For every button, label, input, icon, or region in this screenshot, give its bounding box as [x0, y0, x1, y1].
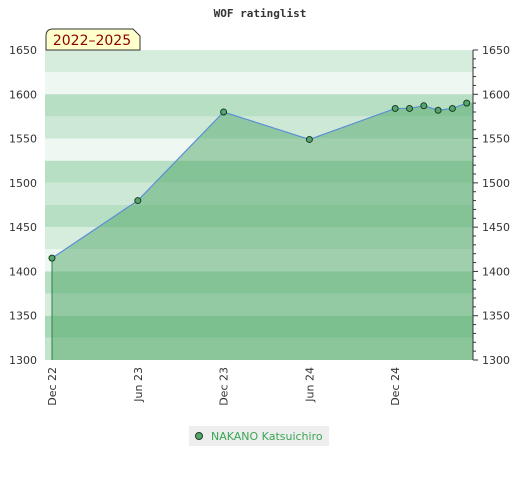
- y-tick-label-right: 1300: [482, 354, 510, 367]
- y-tick-label-right: 1500: [482, 177, 510, 190]
- background-band: [45, 94, 473, 117]
- rating-area: [52, 103, 473, 361]
- y-axis-left: 1300 1350 1400 1450 1500 1550 1600 1650: [9, 44, 37, 367]
- data-point: [406, 104, 413, 112]
- background-band: [45, 50, 473, 73]
- period-label-box: [45, 28, 141, 51]
- data-point: [134, 197, 142, 205]
- x-tick-label: Jun 24: [303, 367, 316, 403]
- x-axis: Dec 22 Jun 23 Dec 23 Jun 24 Dec 24: [46, 367, 402, 406]
- rating-line: [51, 102, 467, 259]
- period-label-text: 2022–2025: [53, 33, 131, 49]
- right-axis-minor-ticks: [473, 49, 478, 361]
- legend-label: NAKANO Katsuichiro: [211, 429, 323, 443]
- y-tick-label-left: 1300: [9, 354, 37, 367]
- y-tick-label-right: 1550: [482, 133, 510, 146]
- legend: NAKANO Katsuichiro: [189, 426, 329, 446]
- y-tick-label-left: 1400: [9, 265, 37, 278]
- x-tick-label: Jun 23: [132, 367, 145, 403]
- x-tick-label: Dec 22: [46, 367, 59, 406]
- data-point: [305, 135, 313, 143]
- y-tick-label-right: 1400: [482, 265, 510, 278]
- y-tick-label-right: 1350: [482, 310, 510, 323]
- y-tick-label-left: 1500: [9, 177, 37, 190]
- y-tick-label-right: 1650: [482, 44, 510, 57]
- data-point: [391, 104, 399, 112]
- data-points: [48, 99, 471, 262]
- y-tick-label-right: 1600: [482, 88, 510, 101]
- legend-marker: [195, 432, 203, 440]
- chart-title: WOF ratinglist: [214, 7, 307, 20]
- y-tick-label-left: 1650: [9, 44, 37, 57]
- period-label: 2022–2025: [45, 28, 141, 51]
- data-point: [434, 106, 442, 114]
- data-point: [448, 104, 456, 112]
- data-point: [463, 99, 471, 107]
- y-tick-label-left: 1450: [9, 221, 37, 234]
- x-tick-label: Dec 23: [218, 367, 231, 406]
- y-axis-right: 1300 1350 1400 1450 1500 1550 1600 1650: [482, 44, 510, 367]
- data-point: [220, 108, 228, 116]
- x-tick-label: Dec 24: [389, 367, 402, 406]
- y-tick-label-left: 1550: [9, 133, 37, 146]
- y-tick-label-right: 1450: [482, 221, 510, 234]
- background-band: [45, 72, 473, 95]
- data-point: [48, 254, 56, 262]
- data-point: [420, 102, 428, 110]
- y-tick-label-left: 1600: [9, 88, 37, 101]
- y-tick-label-left: 1350: [9, 310, 37, 323]
